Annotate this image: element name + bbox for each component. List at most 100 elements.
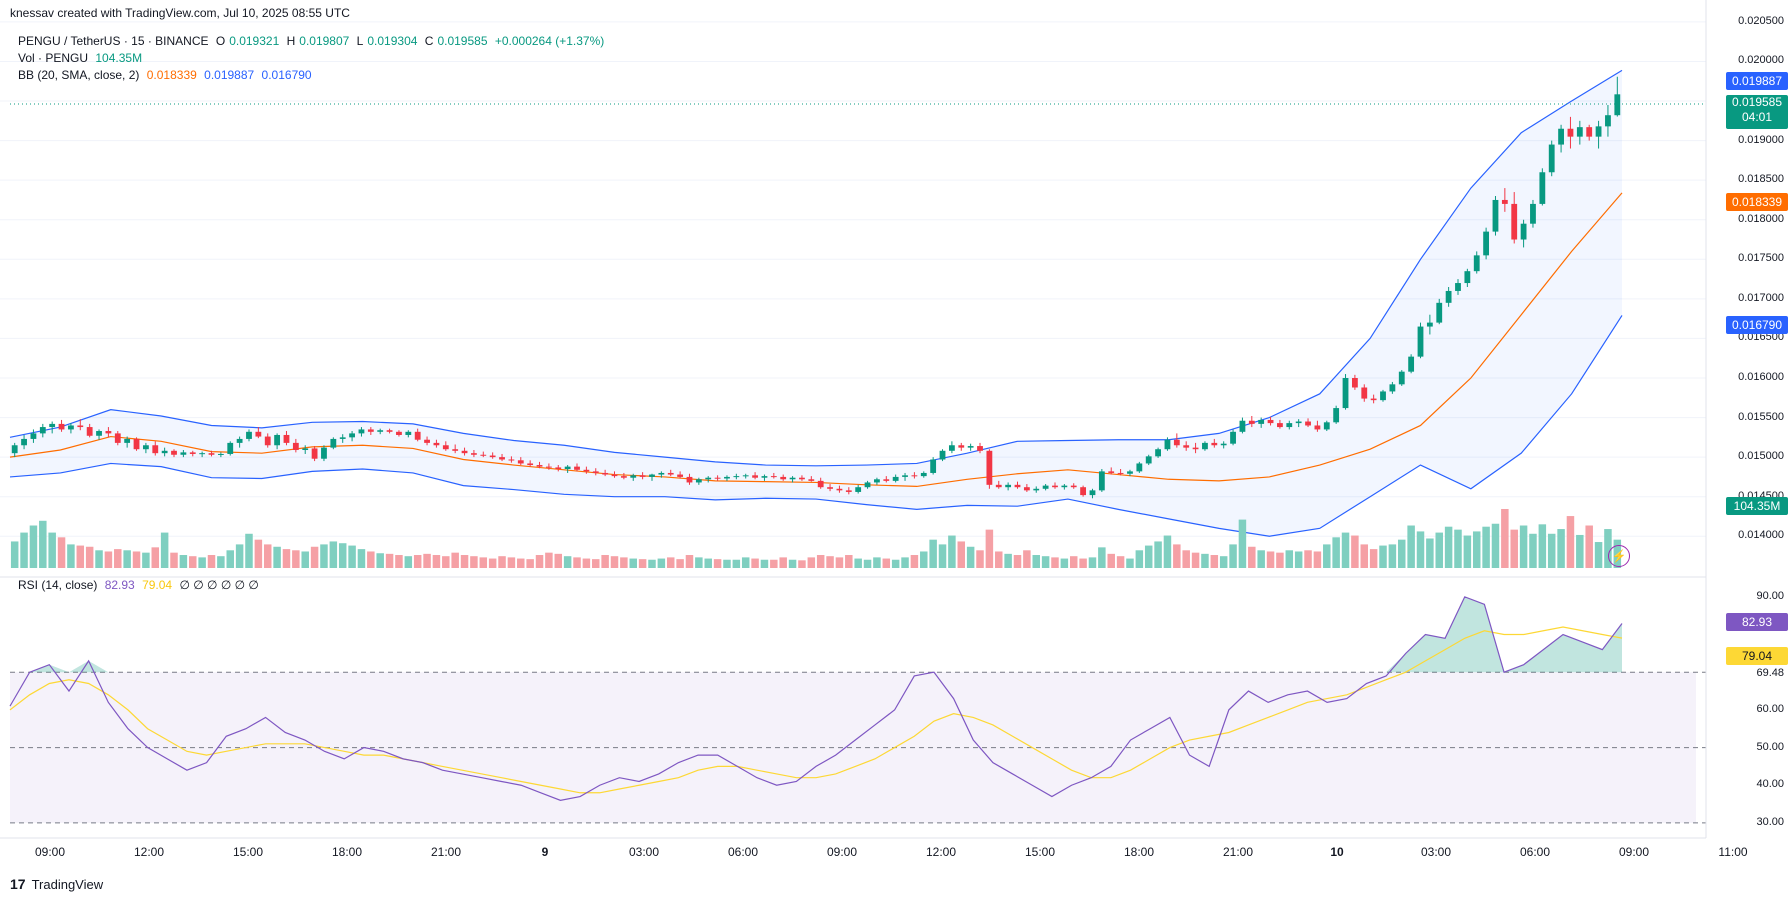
rsi-legend[interactable]: RSI (14, close) 82.93 79.04 ∅ ∅ ∅ ∅ ∅ ∅ [18,578,263,592]
volume-bar [863,559,872,568]
candle-body [1530,203,1536,224]
volume-bar [816,555,825,568]
volume-bar [1351,535,1359,568]
candle-body [1220,443,1227,446]
candle-body [967,446,974,448]
candle-body [152,445,159,454]
volume-bar [263,544,272,568]
candle-body [339,437,346,439]
volume-bar [1107,553,1115,568]
volume-bar [779,557,787,568]
candle-body [1511,203,1518,240]
candle-body [11,445,18,454]
time-tick-label: 18:00 [331,845,363,859]
candle-body [620,476,627,478]
volume-bar [1060,558,1069,568]
volume-bar [920,551,928,568]
candle-body [1595,126,1602,137]
footer-branding[interactable]: 17 TradingView [10,876,103,892]
volume-bar [601,555,609,568]
candle-body [1164,439,1171,450]
candle-body [545,466,552,468]
volume-legend-label[interactable]: Vol · PENGU [18,51,89,65]
candle-body [1202,442,1208,450]
rsi-tick-label: 69.48 [1756,667,1784,680]
price-tick-label: 0.016500 [1738,331,1784,344]
candle-body [1070,485,1077,488]
bb-basis-value: 0.018339 [146,68,197,82]
rsi-legend-label[interactable]: RSI (14, close) [18,578,98,592]
volume-bar [563,556,572,568]
candle-body [939,450,946,460]
volume-bar [666,557,675,568]
candle-body [1398,371,1405,385]
volume-bar [1463,535,1472,568]
candle-body [133,438,140,450]
volume-bar [1501,508,1509,568]
volume-bar [995,551,1003,568]
bb-lower-line [9,315,1623,537]
volume-bar [1491,523,1500,568]
volume-bar [807,557,816,568]
candle-body [855,487,862,492]
volume-bar [479,557,488,568]
candle-body [1305,421,1311,426]
symbol-title[interactable]: PENGU / TetherUS · 15 · BINANCE [18,34,209,48]
open-value: 0.019321 [229,34,280,48]
bb-lower-pill: 0.016790 [1726,316,1788,334]
candle-body [77,425,84,428]
volume-bar [976,550,984,568]
symbol-legend[interactable]: PENGU / TetherUS · 15 · BINANCE O 0.01932… [18,34,608,48]
candle-body [377,430,384,432]
rsi-tick-label: 30.00 [1756,815,1784,828]
lightning-icon[interactable]: ⚡ [1608,545,1630,567]
volume-bar [329,541,338,568]
candle-body [1361,387,1368,399]
candle-body [1145,456,1152,464]
candle-body [658,472,665,475]
time-tick-label: 06:00 [727,845,759,859]
volume-bar [1191,552,1200,568]
volume-bar [1426,538,1434,568]
candle-body [752,475,758,478]
candle-body [639,475,646,477]
volume-bar [966,546,975,568]
volume-legend-value: 104.35M [95,51,143,65]
candle-body [1436,302,1443,323]
change-value: +0.000264 (+1.37%) [494,34,605,48]
candle-body [217,453,224,455]
candle-body [920,472,927,477]
candle-body [1567,128,1574,137]
volume-bar [1163,535,1172,568]
candle-body [142,445,149,450]
candle-body [1183,445,1190,448]
time-tick-label: 21:00 [1222,845,1254,859]
price-tick-label: 0.015000 [1738,450,1784,463]
volume-legend[interactable]: Vol · PENGU 104.35M [18,51,146,65]
volume-bar [1454,529,1462,568]
candle-body [21,438,27,446]
candle-body [902,475,908,477]
candle-body [1136,463,1143,472]
bb-legend-label[interactable]: BB (20, SMA, close, 2) [18,68,140,82]
volume-bar [592,559,600,568]
bb-legend[interactable]: BB (20, SMA, close, 2) 0.018339 0.019887… [18,68,316,82]
volume-bar [273,546,281,568]
candle-body [986,450,993,485]
candle-body [1005,484,1012,488]
volume-bar [610,556,619,568]
candle-body [508,459,515,461]
candle-body [817,480,824,488]
candle-body [292,442,299,451]
volume-bar [432,555,441,568]
candle-body [321,447,327,459]
volume-bar [685,555,694,568]
price-tick-label: 0.020500 [1738,14,1784,27]
candle-body [1370,398,1377,401]
time-tick-label: 09:00 [826,845,858,859]
volume-bar [460,555,469,568]
rsi-pane [9,596,1706,824]
candle-body [264,436,271,446]
candle-body [864,482,871,488]
